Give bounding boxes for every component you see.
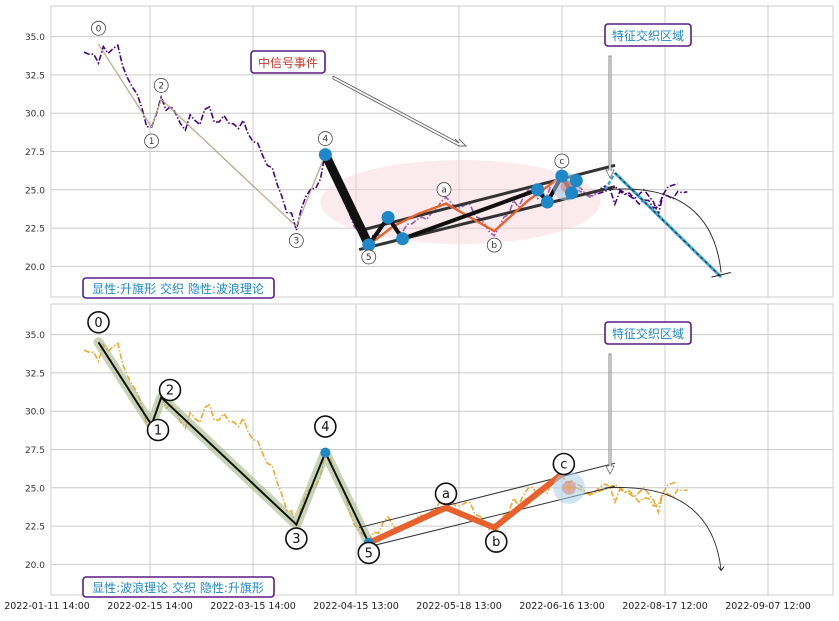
panel-top-ytick-label: 35.0: [25, 33, 45, 43]
panel-top-ytick-label: 30.0: [25, 110, 45, 120]
top-pattern-box: [82, 277, 275, 299]
bottom-price-line-tail: [575, 480, 678, 515]
panel-top-ytick-label: 20.0: [25, 263, 45, 273]
xtick-label: 2022-01-11 14:00: [4, 601, 90, 612]
bottom-feature-zone-label: 特征交织区域: [612, 326, 684, 341]
top-wave-label-4: 4: [322, 135, 328, 145]
bottom-wave-label-c: c: [560, 458, 567, 473]
top-wave-label-2: 2: [158, 81, 164, 91]
top-feature-zone-label: 特征交织区域: [612, 28, 684, 43]
panel-bottom-ytick-label: 30.0: [25, 408, 45, 418]
bottom-forecast-arrowhead: [717, 566, 725, 572]
top-pivot-marker: [381, 210, 395, 224]
bottom-impulse-wave: [97, 341, 370, 544]
top-wave-label-a: a: [441, 186, 447, 196]
top-pivot-marker: [396, 232, 410, 246]
top-wave-thin-hl: [98, 44, 326, 228]
xtick-label: 2022-03-15 14:00: [210, 601, 296, 612]
top-wave-4-5: [320, 150, 374, 250]
bottom-wave-label-1: 1: [154, 424, 162, 439]
top-wave-label-circle: [317, 131, 333, 146]
bottom-wave-label-4: 4: [321, 420, 329, 435]
xtick-label: 2022-05-18 13:00: [416, 601, 502, 612]
top-pattern-label: 显性:升旗形 交织 隐性:波浪理论: [92, 281, 264, 296]
top-wave-label-circle: [554, 153, 570, 169]
top-pivot-marker: [362, 238, 376, 252]
bottom-zone-center: [566, 484, 573, 491]
panel-bottom-ytick-label: 27.5: [25, 446, 45, 456]
xtick-label: 2022-04-15 13:00: [313, 601, 399, 612]
panel-bottom-ytick-label: 25.0: [25, 484, 45, 494]
top-wave-label-5: 5: [366, 253, 372, 263]
top-wave-abc: [368, 174, 573, 246]
bottom-wave-label-0: 0: [94, 316, 102, 331]
top-pivot-marker: [555, 169, 569, 183]
top-wave-label-c: c: [559, 157, 564, 167]
bottom-wave-label-circle: [146, 418, 170, 442]
xtick-label: 2022-08-17 12:00: [622, 601, 708, 612]
bottom-pattern-box: [82, 576, 275, 598]
panel-bottom-ytick-label: 22.5: [25, 523, 45, 533]
top-pivot-marker: [569, 174, 583, 188]
panel-top-ytick-label: 27.5: [25, 148, 45, 158]
bottom-wave-label-5: 5: [365, 546, 373, 561]
xtick-label: 2022-06-16 13:00: [519, 601, 605, 612]
top-wave-label-3: 3: [294, 237, 300, 247]
bottom-pattern-label: 显性:波浪理论 交织 隐性:升旗形: [92, 580, 264, 595]
top-wave-label-circle: [486, 237, 502, 253]
bottom-wave-label-circle: [484, 530, 508, 553]
panel-top-ytick-label: 25.0: [25, 186, 45, 196]
xtick-label: 2022-02-15 14:00: [107, 601, 193, 612]
top-price-line-tail: [575, 182, 678, 217]
top-forecast-arc: [605, 188, 722, 273]
bottom-wave-label-circle: [552, 452, 576, 476]
top-signal-event-label: 中信号事件: [258, 55, 318, 70]
bottom-feature-zone-box: [604, 321, 692, 345]
top-pivot-marker: [564, 186, 578, 200]
bottom-wave-label-circle: [434, 482, 458, 506]
top-signal-event-box: [250, 50, 326, 74]
bottom-wave-label-circle: [87, 310, 110, 334]
panel-top-ytick-label: 22.5: [25, 225, 45, 235]
top-wave-label-circle: [91, 20, 106, 36]
top-wave-label-0: 0: [96, 24, 102, 34]
bottom-feature-zone-arrow: [605, 353, 615, 475]
top-pivot-marker: [318, 148, 332, 162]
top-wave-label-1: 1: [149, 137, 155, 147]
bottom-wave-label-a: a: [442, 487, 450, 502]
top-wave-label-circle: [436, 182, 452, 197]
top-wave-label-circle: [288, 233, 304, 248]
bottom-wave-label-2: 2: [166, 384, 174, 399]
panel-bottom-ytick-label: 35.0: [25, 331, 45, 341]
top-wave-label-circle: [153, 78, 169, 93]
bottom-corrective-wave: [367, 471, 564, 546]
top-pivot-marker: [540, 195, 554, 209]
top-wave-label-b: b: [491, 241, 497, 251]
bottom-wave-label-circle: [285, 527, 308, 550]
top-signal-arrow: [332, 75, 468, 147]
bottom-forecast-arc: [605, 486, 722, 571]
panel-bottom-ytick-label: 32.5: [25, 369, 45, 379]
top-wave-label-circle: [144, 133, 159, 149]
bottom-wave-label-circle: [158, 378, 182, 402]
top-feature-zone-arrow: [605, 55, 615, 179]
top-feature-zone-box: [604, 23, 692, 47]
bottom-pivot-marker-4: [320, 447, 331, 458]
top-pivot-marker: [531, 183, 545, 197]
panel-bottom-ytick-label: 20.0: [25, 561, 45, 571]
top-wave-label-circle: [361, 249, 377, 265]
top-forecast-up: [604, 172, 617, 191]
bottom-wave-label-circle: [314, 415, 337, 438]
top-forecast-down-dash: [614, 172, 722, 278]
bottom-wave-label-b: b: [492, 535, 500, 550]
bottom-wave-label-3: 3: [292, 532, 300, 547]
bottom-wave-label-circle: [357, 541, 381, 565]
panel-top-ytick-label: 32.5: [25, 71, 45, 81]
xtick-label: 2022-09-07 12:00: [725, 601, 811, 612]
top-forecast-end: [711, 272, 731, 278]
